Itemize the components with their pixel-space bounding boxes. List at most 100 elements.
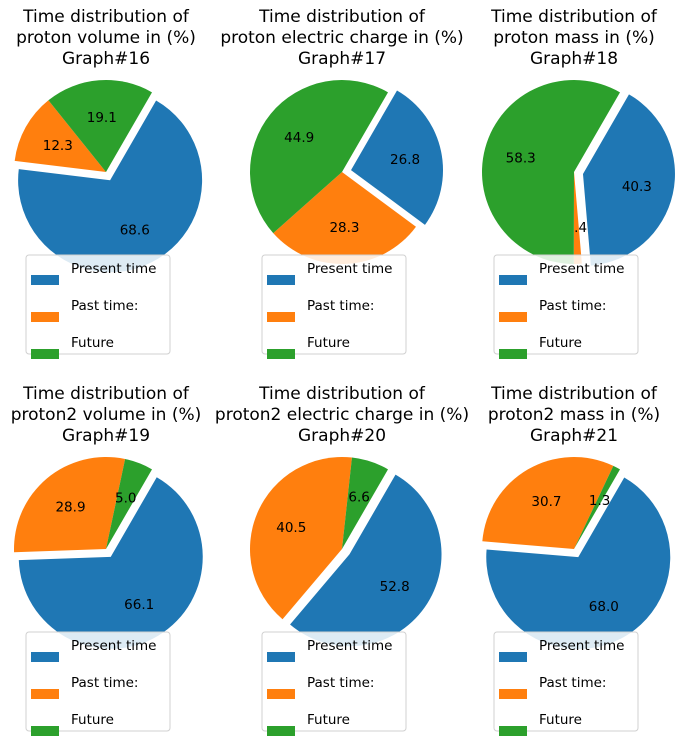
pie-slice-value-label: 68.6 <box>120 223 150 239</box>
legend-box <box>493 254 639 355</box>
chart-title-line: proton2 mass in (%) <box>488 405 660 425</box>
pie-slice <box>582 94 675 266</box>
legend-swatch <box>499 726 527 736</box>
legend-swatch <box>31 312 59 322</box>
chart-title-line: proton2 volume in (%) <box>11 405 202 425</box>
legend-swatch <box>31 652 59 662</box>
pie-slice <box>250 79 388 234</box>
legend-swatch <box>31 275 59 285</box>
pie-slice-value-label: 68.0 <box>589 599 619 615</box>
legend-swatch <box>499 312 527 322</box>
pie-slice-value-label: 6.6 <box>348 490 369 506</box>
legend-label: Future <box>71 335 114 351</box>
chart-title-line: proton2 electric charge in (%) <box>215 405 469 425</box>
pie-slice-value-label: 52.8 <box>380 579 410 595</box>
chart-title-line: Graph#21 <box>530 426 618 446</box>
pie-slice <box>14 100 107 172</box>
legend-label: Future <box>539 712 582 728</box>
legend-label: Future <box>71 712 114 728</box>
chart-title-line: Time distribution of <box>490 7 658 27</box>
chart-title-line: Time distribution of <box>22 384 190 404</box>
pie-slice <box>486 477 671 650</box>
legend-box <box>493 631 639 732</box>
pie-slice <box>18 477 203 649</box>
legend-label: Past time: <box>71 298 138 314</box>
pie-slice <box>13 457 126 553</box>
legend-label: Present time <box>71 261 156 277</box>
pie-slice <box>18 100 203 273</box>
pie-slice-value-label: 28.9 <box>55 500 85 516</box>
legend-label: Past time: <box>307 298 374 314</box>
chart-title-line: proton electric charge in (%) <box>220 28 463 48</box>
legend-box <box>261 254 407 355</box>
legend-box <box>25 254 171 355</box>
legend-swatch <box>267 312 295 322</box>
legend-label: Present time <box>307 638 392 654</box>
legend-label: Present time <box>539 638 624 654</box>
legend-swatch <box>499 349 527 359</box>
chart-title-line: Time distribution of <box>22 7 190 27</box>
pie-slice <box>481 79 620 264</box>
legend-swatch <box>267 652 295 662</box>
legend-swatch <box>499 275 527 285</box>
pie-slice-value-label: 30.7 <box>531 494 561 510</box>
pie-slice <box>573 172 582 264</box>
chart-title-line: Time distribution of <box>490 384 658 404</box>
chart-title-line: Graph#18 <box>530 49 618 69</box>
pie-slice-value-label: 40.3 <box>622 179 652 195</box>
legend-label: Present time <box>71 638 156 654</box>
legend-label: Past time: <box>71 675 138 691</box>
legend-swatch <box>31 349 59 359</box>
pie-slice-value-label: 44.9 <box>284 130 314 146</box>
legend-swatch <box>499 652 527 662</box>
legend-label: Present time <box>307 261 392 277</box>
chart-title-line: Graph#20 <box>298 426 386 446</box>
pie-slice <box>574 465 620 549</box>
pie-slice-value-label: 58.3 <box>506 151 536 167</box>
legend-swatch <box>267 689 295 699</box>
chart-title-line: Graph#16 <box>62 49 150 69</box>
legend-box <box>261 631 407 732</box>
chart-title-line: Graph#17 <box>298 49 386 69</box>
pie-slice-value-label: 28.3 <box>329 220 359 236</box>
pie-slice <box>273 172 416 264</box>
legend-swatch <box>31 726 59 736</box>
pie-slice-value-label: 26.8 <box>390 152 420 168</box>
pie-slice <box>482 457 614 549</box>
pie-slice-value-label: 5.0 <box>115 490 136 506</box>
chart-title-line: Graph#19 <box>62 426 150 446</box>
pie-slice-value-label: 1.3 <box>589 493 610 509</box>
pie-slice <box>48 80 152 172</box>
legend-box <box>25 631 171 732</box>
legend-swatch <box>267 726 295 736</box>
pie-slice <box>249 457 352 620</box>
chart-title-line: proton mass in (%) <box>493 28 654 48</box>
chart-title-line: Time distribution of <box>258 7 426 27</box>
pie-slice <box>290 474 442 647</box>
pie-slice-value-label: 12.3 <box>43 138 73 154</box>
legend-label: Future <box>539 335 582 351</box>
pie-slice <box>342 457 388 549</box>
legend-label: Future <box>307 712 350 728</box>
chart-title-line: proton volume in (%) <box>16 28 196 48</box>
legend-label: Past time: <box>307 675 374 691</box>
pie-slice <box>106 459 152 549</box>
legend-swatch <box>31 689 59 699</box>
pie-slice-value-label: 66.1 <box>124 597 154 613</box>
legend-swatch <box>267 349 295 359</box>
legend-label: Past time: <box>539 675 606 691</box>
legend-swatch <box>267 275 295 285</box>
legend-label: Past time: <box>539 298 606 314</box>
chart-title-line: Time distribution of <box>258 384 426 404</box>
legend-label: Present time <box>539 261 624 277</box>
legend-label: Future <box>307 335 350 351</box>
legend-swatch <box>499 689 527 699</box>
pie-slice-value-label: 40.5 <box>276 520 306 536</box>
